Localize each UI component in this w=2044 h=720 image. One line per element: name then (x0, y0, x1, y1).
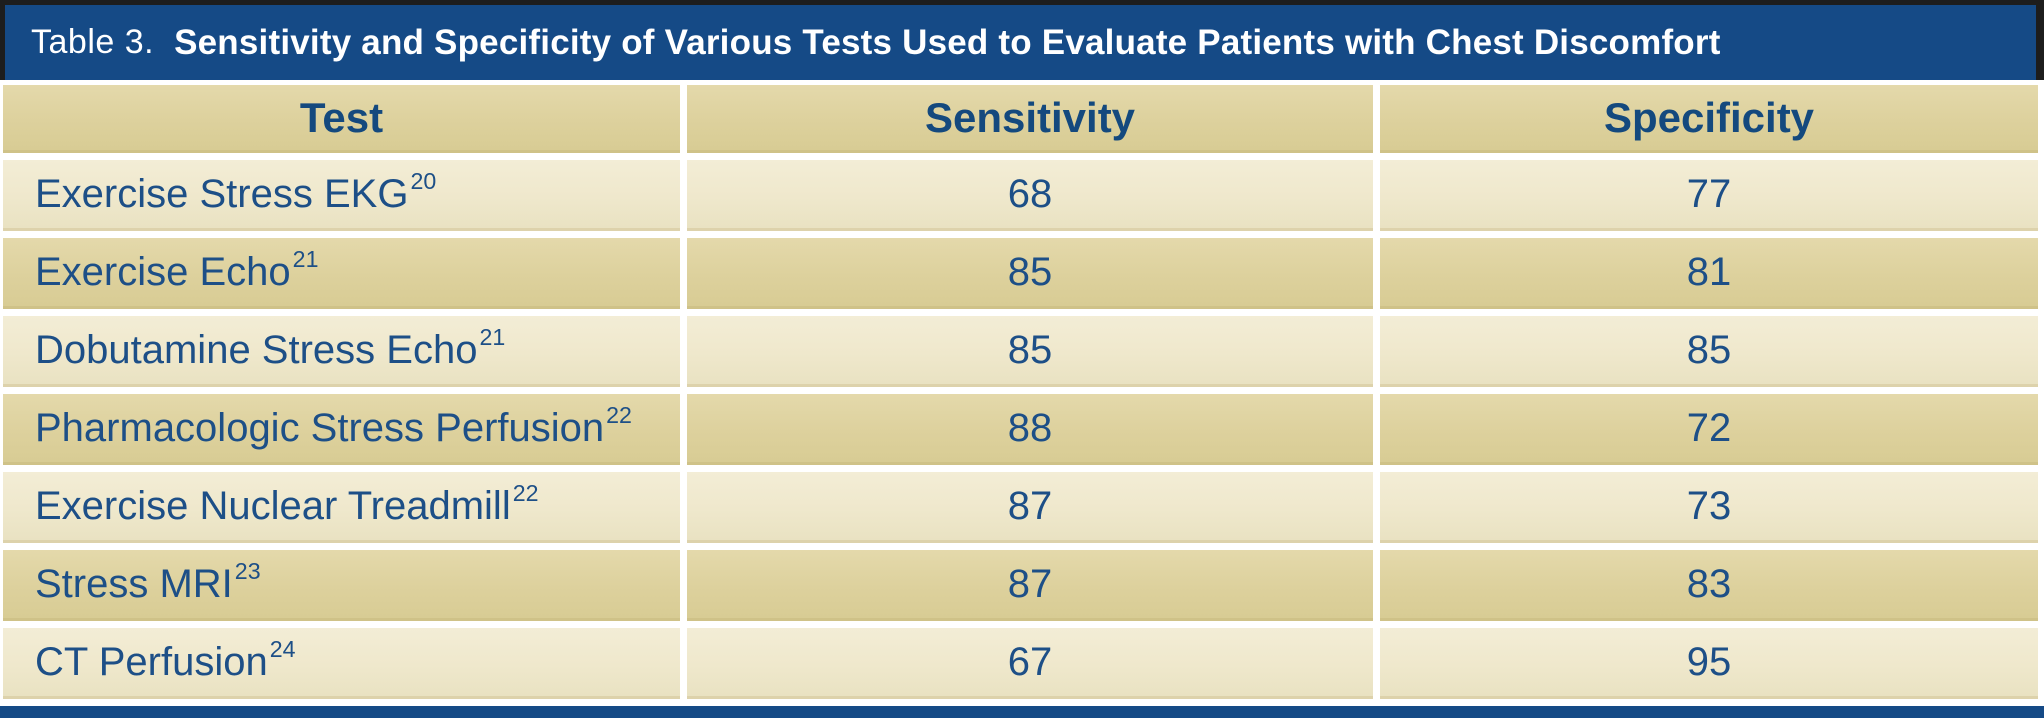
specificity-cell: 73 (1380, 472, 2038, 543)
sensitivity-cell: 85 (687, 238, 1373, 309)
sensitivity-cell: 88 (687, 394, 1373, 465)
sensitivity-cell: 87 (687, 472, 1373, 543)
sensitivity-cell: 87 (687, 550, 1373, 621)
specificity-cell: 77 (1380, 160, 2038, 231)
test-name: CT Perfusion (35, 639, 268, 684)
frame-left-edge (0, 0, 5, 80)
test-name-cell: Dobutamine Stress Echo 21 (3, 316, 680, 387)
sensitivity-cell: 85 (687, 316, 1373, 387)
test-name-cell: Pharmacologic Stress Perfusion 22 (3, 394, 680, 465)
test-name-cell: Stress MRI 23 (3, 550, 680, 621)
frame-right-edge (2036, 0, 2044, 80)
test-name: Exercise Echo (35, 249, 291, 294)
column-header-test: Test (3, 85, 680, 153)
test-name: Exercise Nuclear Treadmill (35, 483, 511, 528)
test-name: Pharmacologic Stress Perfusion (35, 405, 605, 450)
table-title: Sensitivity and Specificity of Various T… (174, 22, 1721, 62)
column-header-sensitivity: Sensitivity (687, 85, 1373, 153)
sensitivity-cell: 68 (687, 160, 1373, 231)
specificity-cell: 81 (1380, 238, 2038, 309)
test-name-cell: Exercise Echo 21 (3, 238, 680, 309)
test-name: Stress MRI (35, 561, 233, 606)
test-name-cell: Exercise Nuclear Treadmill 22 (3, 472, 680, 543)
table-title-bar: Table 3. Sensitivity and Specificity of … (5, 5, 2036, 80)
bottom-rule (0, 706, 2044, 718)
column-header-specificity: Specificity (1380, 85, 2038, 153)
test-name: Exercise Stress EKG (35, 171, 409, 216)
sensitivity-cell: 67 (687, 628, 1373, 699)
table-number-label: Table 3. (31, 23, 155, 61)
test-name: Dobutamine Stress Echo (35, 327, 478, 372)
specificity-cell: 85 (1380, 316, 2038, 387)
specificity-cell: 95 (1380, 628, 2038, 699)
test-name-cell: CT Perfusion 24 (3, 628, 680, 699)
test-name-cell: Exercise Stress EKG 20 (3, 160, 680, 231)
specificity-cell: 72 (1380, 394, 2038, 465)
data-table: Test Sensitivity Specificity Exercise St… (3, 85, 2038, 699)
specificity-cell: 83 (1380, 550, 2038, 621)
frame-top-edge (0, 0, 2044, 5)
